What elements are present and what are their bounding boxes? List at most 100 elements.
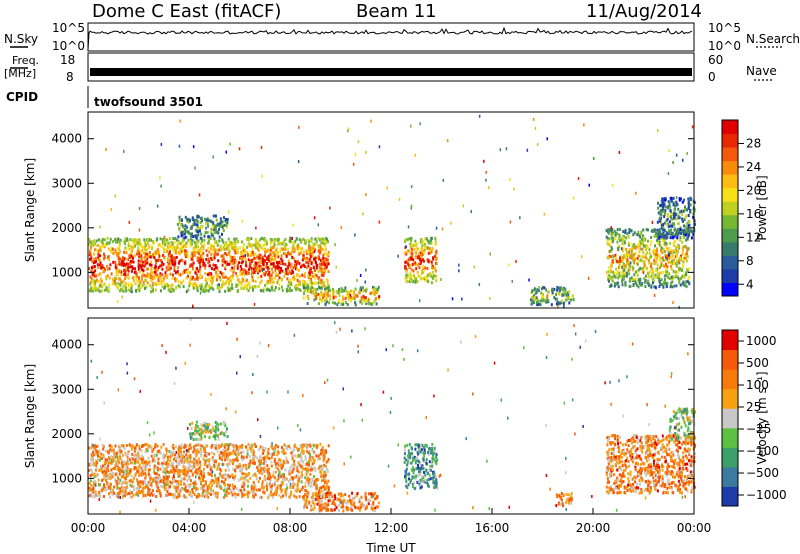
range-cell (217, 259, 220, 263)
range-cell (145, 285, 148, 289)
range-cell (322, 271, 325, 275)
range-cell (254, 474, 257, 478)
range-cell (313, 466, 316, 470)
range-cell (156, 275, 159, 279)
range-cell (260, 265, 263, 268)
range-cell (657, 233, 660, 237)
range-cell (208, 458, 211, 461)
range-cell (149, 474, 152, 478)
range-cell (232, 270, 235, 274)
range-cell (118, 466, 121, 470)
range-cell (167, 241, 170, 245)
range-cell (644, 256, 647, 259)
range-cell (204, 285, 207, 289)
range-cell (332, 287, 334, 291)
cpid-panel: CPID twofsound 3501 (6, 86, 203, 109)
range-cell (233, 492, 236, 496)
range-cell (92, 241, 95, 245)
range-cell (322, 455, 325, 459)
range-cell (251, 259, 254, 263)
range-cell (270, 455, 273, 459)
range-cell (610, 249, 613, 253)
range-cell (412, 269, 415, 273)
range-cell (137, 481, 140, 485)
range-cell (242, 251, 245, 255)
range-cell (332, 289, 335, 293)
range-cell (359, 274, 362, 277)
range-cell (441, 227, 444, 231)
range-cell (287, 266, 289, 270)
range-cell (154, 282, 157, 286)
range-cell (608, 266, 611, 270)
range-cell (231, 274, 234, 278)
range-cell (205, 258, 208, 261)
range-cell (198, 249, 201, 252)
range-cell (177, 495, 180, 499)
range-cell (100, 265, 103, 269)
range-cell (103, 469, 106, 473)
range-cell (225, 253, 228, 257)
range-cell (135, 278, 138, 281)
range-cell (307, 297, 310, 301)
range-cell (669, 224, 672, 228)
range-cell (682, 158, 684, 162)
range-cell (640, 237, 643, 241)
range-cell (227, 491, 230, 495)
range-cell (115, 493, 118, 497)
range-cell (278, 276, 281, 280)
range-cell (158, 254, 161, 258)
range-cell (313, 257, 315, 261)
range-cell (160, 184, 162, 188)
range-cell (321, 474, 324, 478)
range-cell (234, 452, 237, 456)
range-cell (214, 250, 217, 254)
range-cell (173, 240, 176, 244)
range-cell (241, 260, 244, 264)
range-cell (670, 260, 673, 264)
range-cell (102, 447, 105, 451)
range-cell (138, 228, 141, 232)
range-cell (194, 250, 197, 254)
range-cell (341, 295, 344, 299)
range-cell (293, 275, 295, 278)
range-cell (165, 493, 168, 497)
range-cell (90, 286, 93, 290)
range-cell (197, 250, 199, 254)
range-cell (218, 228, 220, 231)
range-cell (193, 481, 196, 485)
range-cell (271, 280, 274, 284)
range-cell (201, 255, 204, 259)
range-cell (311, 281, 314, 285)
range-cell (144, 450, 147, 454)
range-cell (204, 480, 207, 484)
range-cell (276, 453, 279, 457)
range-cell (664, 211, 667, 215)
range-cell (184, 466, 187, 470)
range-cell (115, 264, 118, 267)
range-cell (97, 280, 100, 284)
range-cell (283, 451, 286, 455)
range-cell (147, 486, 150, 490)
range-cell (128, 254, 131, 258)
range-cell (627, 234, 630, 238)
range-cell (233, 450, 236, 454)
range-cell (98, 468, 101, 472)
range-cell (277, 255, 280, 259)
range-cell (255, 255, 258, 259)
range-cell (614, 231, 617, 235)
range-cell (148, 242, 150, 246)
range-cell (268, 457, 271, 460)
range-cell (185, 225, 188, 229)
range-cell (143, 466, 146, 470)
range-cell (242, 278, 245, 282)
range-cell (200, 285, 203, 289)
range-cell (424, 275, 427, 279)
range-cell (282, 247, 285, 251)
range-cell (673, 270, 676, 274)
range-cell (323, 298, 326, 302)
range-cell (105, 148, 107, 151)
range-cell (410, 251, 413, 255)
range-cell (137, 267, 140, 271)
range-cell (253, 302, 256, 306)
range-cell (158, 449, 161, 453)
